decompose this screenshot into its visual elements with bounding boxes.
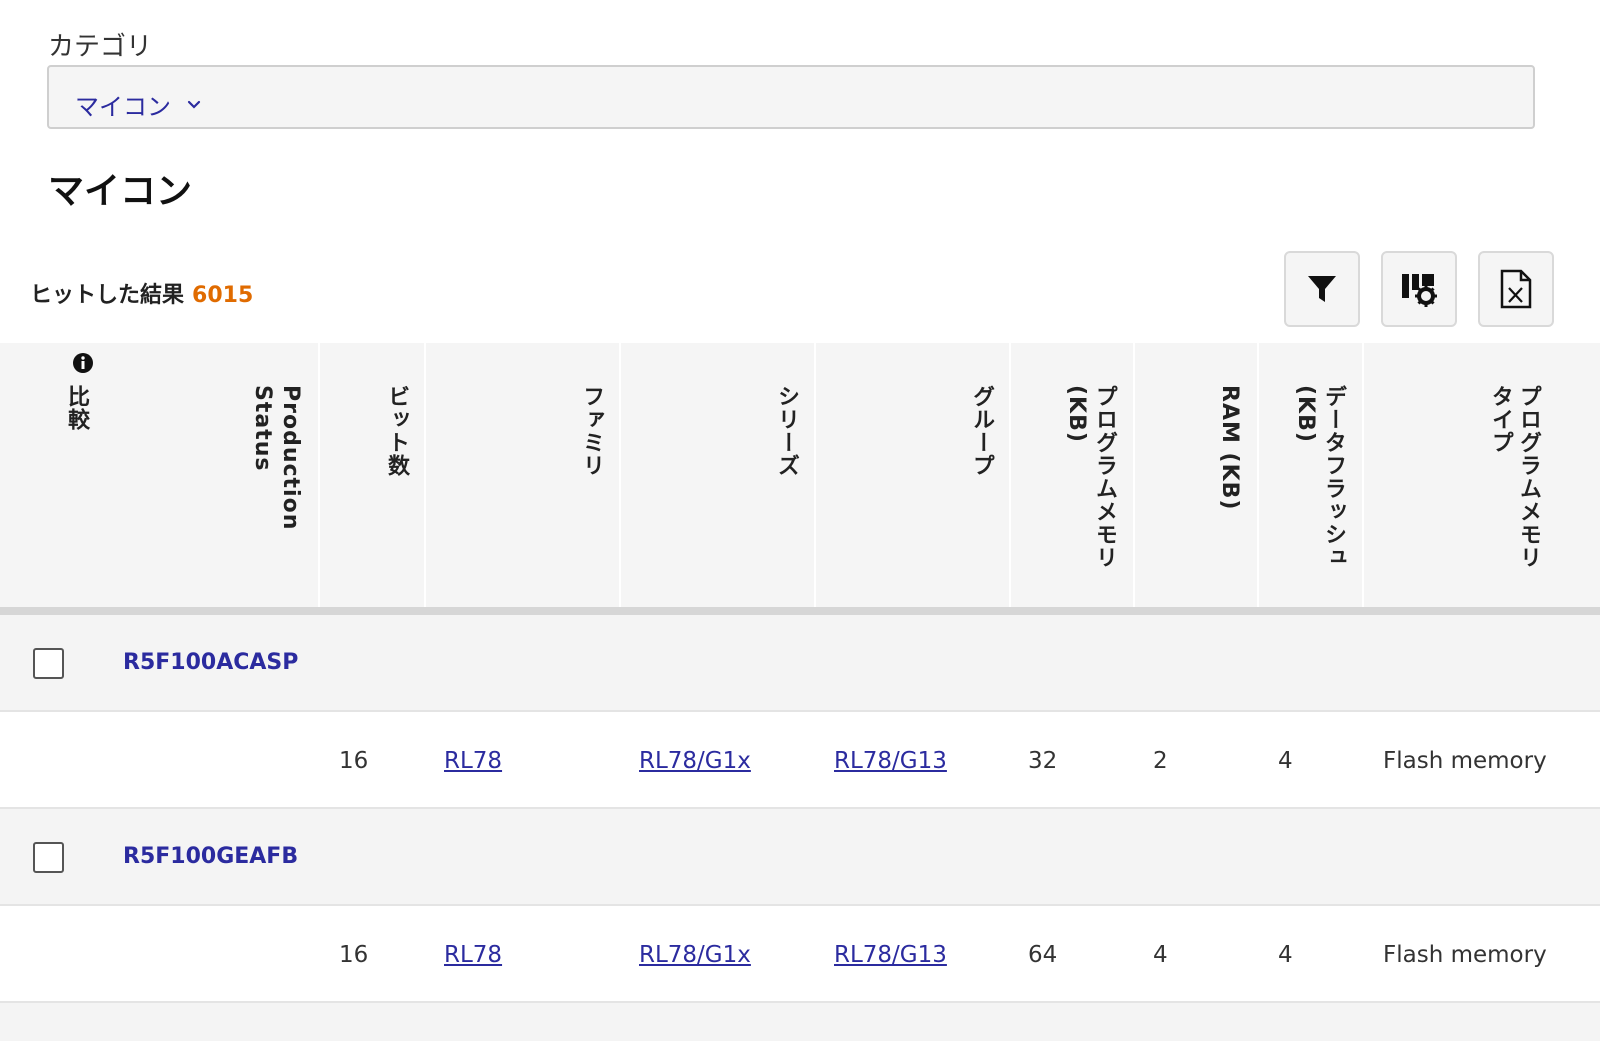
category-select-value[interactable]: マイコン bbox=[75, 87, 201, 122]
cell-ram: 4 bbox=[1153, 942, 1168, 968]
column-settings-button[interactable] bbox=[1381, 251, 1457, 327]
cell-series-link[interactable]: RL78/G1x bbox=[639, 748, 751, 774]
column-header-compare-label: 比較 bbox=[64, 385, 89, 431]
cell-memory-type: Flash memory bbox=[1383, 942, 1547, 968]
filter-button[interactable] bbox=[1284, 251, 1360, 327]
results-label: ヒットした結果 bbox=[30, 283, 185, 308]
results-count: 6015 bbox=[192, 283, 254, 308]
table-row: R5F100GEAFB bbox=[0, 809, 1600, 906]
filter-icon bbox=[1308, 276, 1336, 302]
cell-family-link[interactable]: RL78 bbox=[444, 748, 503, 774]
category-select[interactable]: マイコン bbox=[47, 65, 1535, 129]
cell-program-memory: 32 bbox=[1028, 748, 1058, 774]
compare-checkbox[interactable] bbox=[33, 842, 64, 873]
cell-group-link[interactable]: RL78/G13 bbox=[834, 748, 947, 774]
table-row: 16 RL78 RL78/G1x RL78/G13 32 2 4 Flash m… bbox=[0, 712, 1600, 809]
cell-group-link[interactable]: RL78/G13 bbox=[834, 942, 947, 968]
column-header-family-label: ファミリ bbox=[579, 385, 604, 477]
column-header-series-label: シリーズ bbox=[774, 385, 799, 477]
column-settings-icon bbox=[1402, 274, 1437, 307]
cell-bits: 16 bbox=[339, 748, 369, 774]
column-header-series[interactable]: シリーズ bbox=[621, 343, 816, 607]
column-header-group-label: グループ bbox=[969, 385, 994, 477]
part-number-link[interactable]: R5F100GEAFB bbox=[123, 844, 299, 869]
category-selected-text: マイコン bbox=[75, 93, 171, 121]
category-label: カテゴリ bbox=[48, 32, 153, 62]
page-title: マイコン bbox=[48, 171, 193, 212]
column-header-group[interactable]: グループ bbox=[816, 343, 1011, 607]
table-row: R5F100ACASP bbox=[0, 615, 1600, 712]
excel-export-button[interactable] bbox=[1478, 251, 1554, 327]
cell-data-flash: 4 bbox=[1278, 748, 1293, 774]
column-header-data-flash[interactable]: データフラッシュ (KB) bbox=[1259, 343, 1364, 607]
column-header-bits[interactable]: ビット数 bbox=[320, 343, 426, 607]
cell-bits: 16 bbox=[339, 942, 369, 968]
cell-series-link[interactable]: RL78/G1x bbox=[639, 942, 751, 968]
column-header-program-memory[interactable]: プログラムメモリ (KB) bbox=[1011, 343, 1135, 607]
column-header-data-flash-label: データフラッシュ (KB) bbox=[1293, 385, 1346, 569]
cell-ram: 2 bbox=[1153, 748, 1168, 774]
column-header-program-memory-type[interactable]: プログラムメモリ タイプ bbox=[1364, 343, 1600, 607]
table-row-partial bbox=[0, 1003, 1600, 1041]
cell-family-link[interactable]: RL78 bbox=[444, 942, 503, 968]
column-header-compare[interactable]: 比較 Production Status bbox=[0, 343, 320, 607]
column-header-ram[interactable]: RAM (KB) bbox=[1135, 343, 1259, 607]
column-header-status-label: Production Status bbox=[250, 385, 303, 531]
results-summary: ヒットした結果 6015 bbox=[30, 277, 253, 309]
cell-data-flash: 4 bbox=[1278, 942, 1293, 968]
compare-checkbox[interactable] bbox=[33, 648, 64, 679]
column-header-ram-label: RAM (KB) bbox=[1217, 385, 1242, 511]
table-header-rule bbox=[0, 607, 1600, 615]
chevron-down-icon bbox=[187, 100, 201, 109]
cell-memory-type: Flash memory bbox=[1383, 748, 1547, 774]
column-header-program-memory-type-label: プログラムメモリ タイプ bbox=[1488, 385, 1541, 569]
part-number-link[interactable]: R5F100ACASP bbox=[123, 650, 299, 675]
info-icon[interactable] bbox=[72, 352, 94, 374]
table-row: 16 RL78 RL78/G1x RL78/G13 64 4 4 Flash m… bbox=[0, 906, 1600, 1003]
cell-program-memory: 64 bbox=[1028, 942, 1058, 968]
table-header: 比較 Production Status ビット数 ファミリ シリーズ グループ… bbox=[0, 343, 1600, 607]
column-header-bits-label: ビット数 bbox=[384, 385, 409, 477]
excel-export-icon bbox=[1500, 269, 1532, 309]
column-header-program-memory-label: プログラムメモリ (KB) bbox=[1064, 385, 1117, 569]
column-header-family[interactable]: ファミリ bbox=[426, 343, 621, 607]
